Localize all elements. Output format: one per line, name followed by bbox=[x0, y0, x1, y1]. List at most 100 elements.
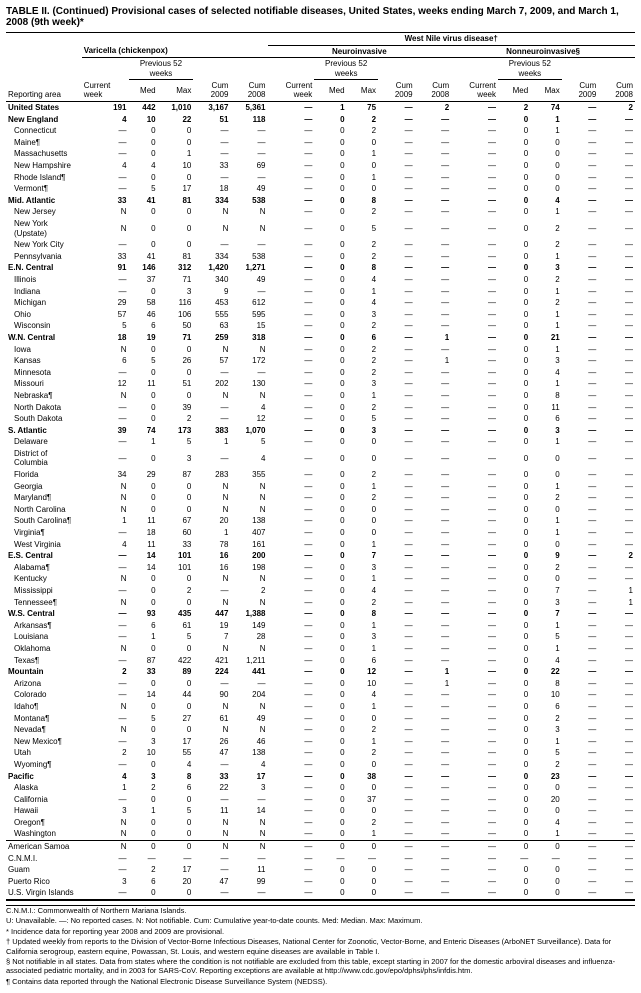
cell: N bbox=[82, 643, 129, 655]
cell: 2 bbox=[347, 125, 379, 137]
cell: 4 bbox=[82, 160, 129, 172]
cell: — bbox=[598, 713, 635, 725]
cell: — bbox=[451, 678, 498, 690]
cell: N bbox=[193, 481, 230, 493]
cell: 0 bbox=[498, 148, 530, 160]
cell: — bbox=[598, 469, 635, 481]
cell: 2 bbox=[530, 239, 562, 251]
cell: — bbox=[562, 114, 599, 126]
cell: 2 bbox=[530, 713, 562, 725]
row-label: Pennsylvania bbox=[6, 251, 82, 263]
cell: 0 bbox=[347, 160, 379, 172]
cell: — bbox=[562, 481, 599, 493]
cell: — bbox=[598, 172, 635, 184]
cell: — bbox=[193, 137, 230, 149]
cell: 101 bbox=[158, 550, 194, 562]
cell: — bbox=[598, 539, 635, 551]
cell: 447 bbox=[193, 608, 230, 620]
cell: — bbox=[415, 689, 452, 701]
cell: 1 bbox=[530, 736, 562, 748]
cell: — bbox=[230, 367, 267, 379]
cell: 0 bbox=[314, 355, 346, 367]
cell: — bbox=[415, 805, 452, 817]
cell: 1 bbox=[530, 206, 562, 218]
cell: 4 bbox=[82, 539, 129, 551]
cell: — bbox=[82, 274, 129, 286]
cell: N bbox=[82, 504, 129, 516]
cell: 1 bbox=[129, 805, 158, 817]
cell: 0 bbox=[129, 573, 158, 585]
cell: — bbox=[562, 585, 599, 597]
cell: — bbox=[268, 160, 315, 172]
cell: 340 bbox=[193, 274, 230, 286]
table-row: Illinois—377134049—04———02—— bbox=[6, 274, 635, 286]
cell: 33 bbox=[129, 666, 158, 678]
cell: 1 bbox=[347, 828, 379, 840]
cell: — bbox=[378, 515, 415, 527]
cell: 1 bbox=[347, 390, 379, 402]
cell: 3 bbox=[347, 309, 379, 321]
cell: 173 bbox=[158, 425, 194, 437]
cell: — bbox=[378, 853, 415, 865]
cell: — bbox=[415, 183, 452, 195]
table-row: District of Columbia—03—4—00———00—— bbox=[6, 448, 635, 469]
cell: — bbox=[378, 782, 415, 794]
cell: — bbox=[598, 643, 635, 655]
cell: 4 bbox=[82, 771, 129, 783]
cell: 0 bbox=[498, 137, 530, 149]
cell: — bbox=[193, 759, 230, 771]
cell: 0 bbox=[530, 172, 562, 184]
cell: 0 bbox=[498, 436, 530, 448]
cell: — bbox=[598, 504, 635, 516]
cell: 2 bbox=[530, 297, 562, 309]
cell: — bbox=[562, 631, 599, 643]
cell: 0 bbox=[129, 828, 158, 840]
cell: — bbox=[82, 713, 129, 725]
cell: 63 bbox=[193, 320, 230, 332]
cell: — bbox=[598, 492, 635, 504]
cell: — bbox=[378, 876, 415, 888]
cell: — bbox=[268, 148, 315, 160]
cell: 0 bbox=[498, 262, 530, 274]
cell: 0 bbox=[129, 492, 158, 504]
cell: 0 bbox=[314, 724, 346, 736]
cell: 16 bbox=[193, 562, 230, 574]
cell: — bbox=[598, 402, 635, 414]
cell: 0 bbox=[498, 585, 530, 597]
cell: 1 bbox=[530, 286, 562, 298]
cell: — bbox=[562, 864, 599, 876]
cell: — bbox=[82, 736, 129, 748]
row-label: Louisiana bbox=[6, 631, 82, 643]
cell: 2 bbox=[347, 206, 379, 218]
cell: — bbox=[451, 297, 498, 309]
cell: — bbox=[598, 655, 635, 667]
footnote-line: C.N.M.I.: Commonwealth of Northern Maria… bbox=[6, 906, 635, 915]
cell: — bbox=[82, 286, 129, 298]
cell: — bbox=[451, 689, 498, 701]
cell: — bbox=[598, 724, 635, 736]
cell: N bbox=[193, 643, 230, 655]
cell: — bbox=[415, 206, 452, 218]
cell: — bbox=[451, 172, 498, 184]
cell: 0 bbox=[314, 562, 346, 574]
cell: — bbox=[82, 585, 129, 597]
cell: — bbox=[415, 504, 452, 516]
cell: 0 bbox=[498, 172, 530, 184]
cell: — bbox=[598, 332, 635, 344]
table-row: Louisiana—15728—03———05—— bbox=[6, 631, 635, 643]
cell: 0 bbox=[530, 805, 562, 817]
cell: — bbox=[378, 425, 415, 437]
cell: — bbox=[451, 794, 498, 806]
cell: 23 bbox=[530, 771, 562, 783]
cell: 0 bbox=[158, 724, 194, 736]
cell: 81 bbox=[158, 251, 194, 263]
cell: 0 bbox=[498, 239, 530, 251]
cell: — bbox=[562, 527, 599, 539]
cell: — bbox=[451, 724, 498, 736]
row-label: Mississippi bbox=[6, 585, 82, 597]
table-row: Arizona—00———010—1—08—— bbox=[6, 678, 635, 690]
cell: — bbox=[562, 367, 599, 379]
cell: 1 bbox=[415, 678, 452, 690]
cell: 0 bbox=[314, 585, 346, 597]
cell: 0 bbox=[129, 887, 158, 900]
